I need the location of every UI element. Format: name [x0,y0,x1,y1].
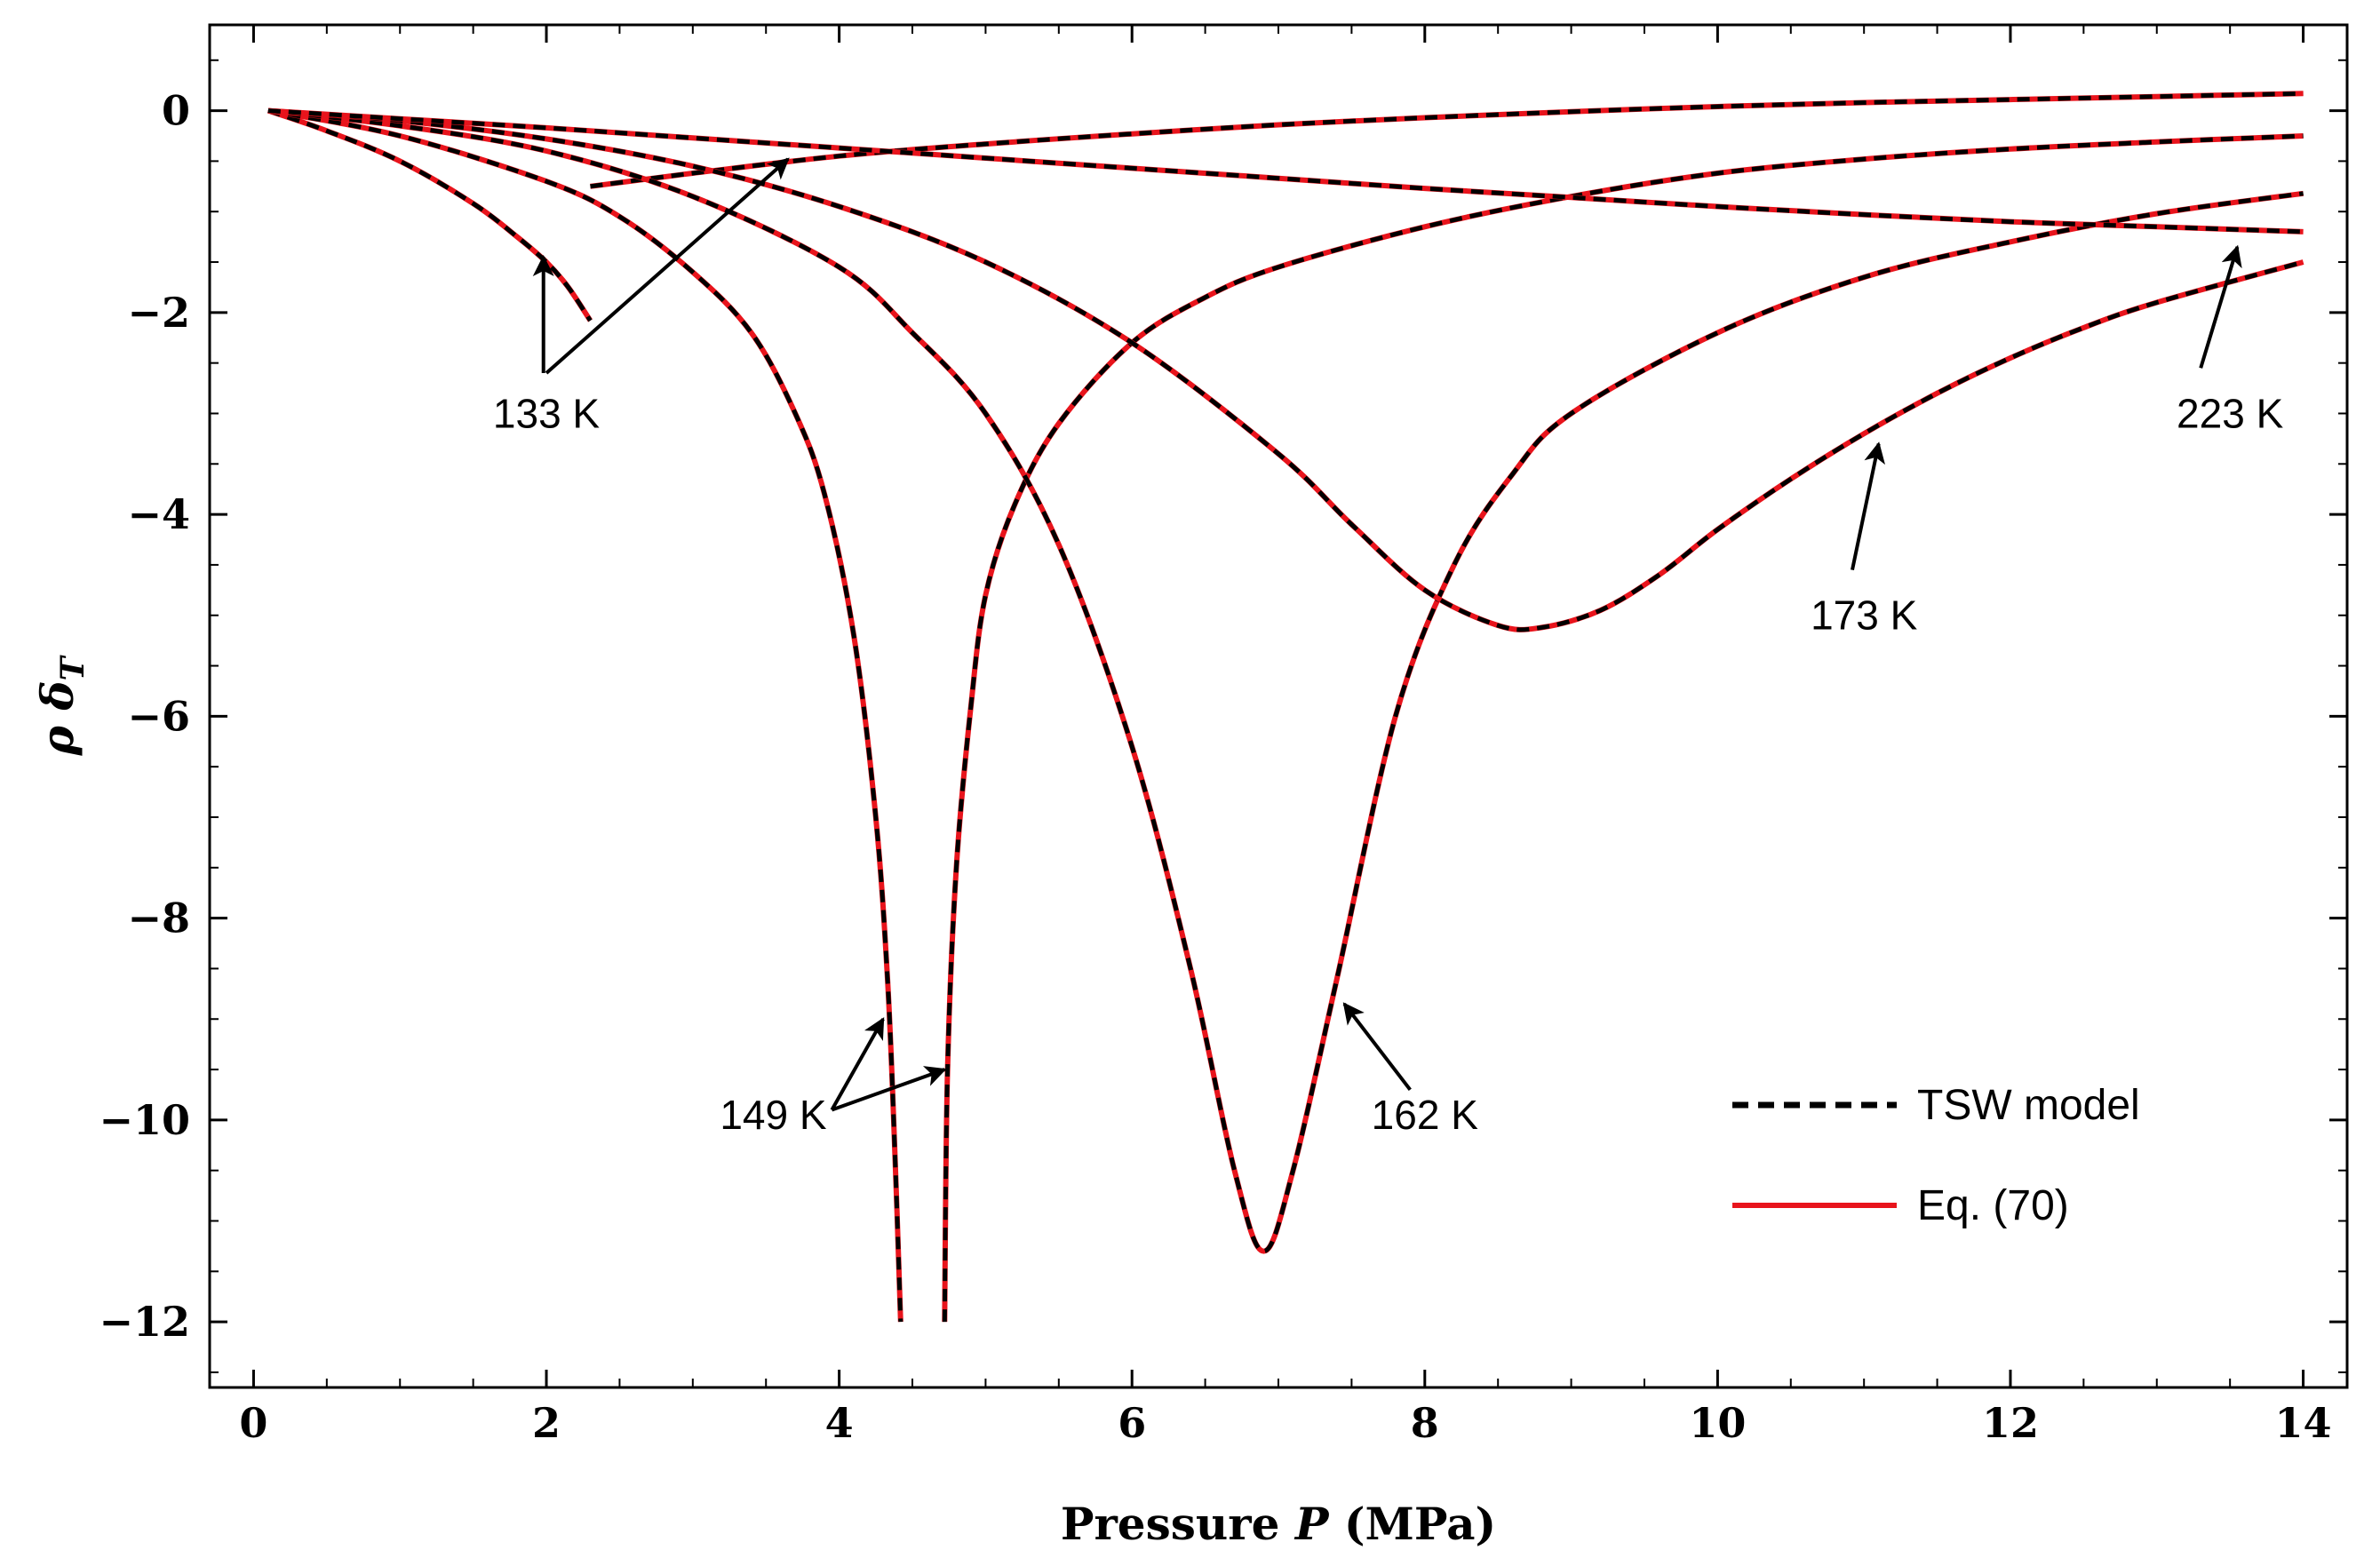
plot-area [267,91,2304,1323]
y-tick-label: −4 [127,490,190,538]
eq70-curve-149-k-right-branch [942,133,2304,1323]
tsw-curve-133-k-high-pressure-branch [590,91,2304,189]
x-tick-label: 8 [1411,1399,1439,1447]
y-tick-label: −8 [127,894,190,942]
legend-label-eq70: Eq. (70) [1917,1182,2069,1229]
x-tick-label: 14 [2275,1399,2332,1447]
x-tick-label: 4 [825,1399,854,1447]
legend-label-tsw: TSW model [1917,1082,2140,1129]
y-tick-label: 0 [162,87,190,135]
legend: TSW model Eq. (70) [1732,1082,2140,1229]
y-tick-label: −12 [99,1298,190,1346]
y-tick-label: −2 [127,289,190,337]
axis-ticks: 0 2 4 6 8 10 12 14 0 −2 −4 −6 −8 −10 −12 [99,25,2347,1447]
tsw-curve-133-k [267,108,593,322]
y-tick-label: −6 [127,692,190,740]
y-axis-title: ρ δT [31,655,92,756]
eq70-curve-223-k [267,107,2304,234]
temperature-label-173-k: 173 K [1811,592,1918,639]
x-tick-label: 6 [1118,1399,1146,1447]
x-tick-label: 2 [532,1399,561,1447]
annotation-arrow-149-k [831,1066,947,1112]
eq70-curve-133-k-high-pressure-branch [590,91,2304,189]
tsw-curve-173-k [267,108,2304,632]
y-tick-label: −10 [99,1096,190,1144]
tsw-curve-149-k-right-branch [942,133,2304,1323]
x-tick-label: 0 [239,1399,267,1447]
eq70-curve-149-k-left-branch [267,107,903,1323]
tsw-curve-223-k [267,108,2304,234]
x-axis-title: Pressure P (MPa) [1061,1498,1496,1550]
temperature-label-149-k: 149 K [720,1092,827,1138]
annotation-arrow-162-k [1342,1002,1412,1092]
x-tick-label: 12 [1982,1399,2039,1447]
tsw-curve-149-k-left-branch [267,108,903,1323]
temperature-label-162-k: 162 K [1372,1092,1479,1138]
temperature-label-133-k: 133 K [493,390,601,436]
eq70-curve-162-k [267,107,2304,1254]
tsw-curve-162-k [267,108,2304,1254]
annotation-arrow-173-k [1851,441,1885,571]
annotation-arrow-133-k [545,157,790,375]
annotations: 133 K 149 K 162 K 173 K 223 K [493,157,2284,1138]
eq70-curve-173-k [267,107,2304,632]
annotation-arrow-149-k [830,1017,885,1111]
temperature-label-223-k: 223 K [2177,390,2284,436]
x-tick-label: 10 [1689,1399,1746,1447]
annotation-arrow-223-k [2199,244,2242,369]
